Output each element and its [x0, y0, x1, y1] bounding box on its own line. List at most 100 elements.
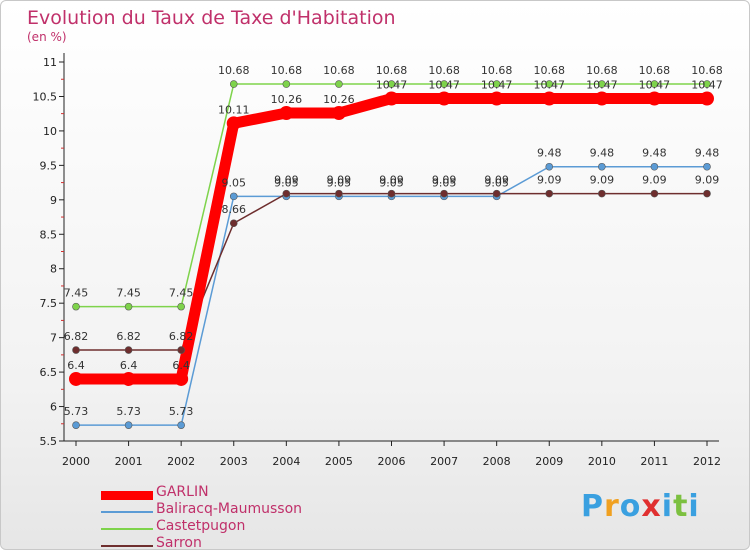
data-point: [282, 80, 291, 88]
data-label: 10.68: [691, 64, 723, 77]
data-label: 10.68: [271, 64, 303, 77]
y-tick-label: 9.5: [40, 159, 58, 172]
data-label: 10.47: [586, 79, 618, 92]
data-point: [598, 162, 606, 171]
data-point: [647, 91, 662, 106]
data-point: [703, 189, 711, 198]
data-label: 9.48: [695, 147, 720, 160]
x-tick-label: 2001: [115, 455, 143, 468]
legend-swatch: [101, 491, 153, 500]
data-label: 5.73: [116, 405, 141, 418]
x-tick-label: 2006: [378, 455, 406, 468]
data-label: 10.68: [639, 64, 671, 77]
data-point: [492, 80, 501, 88]
data-label: 5.73: [169, 405, 194, 418]
data-point: [545, 80, 554, 88]
data-point: [177, 346, 185, 354]
data-point: [700, 91, 714, 106]
data-point: [229, 192, 238, 201]
data-point: [229, 219, 238, 228]
data-label: 6.4: [120, 359, 138, 372]
data-point: [335, 80, 343, 88]
data-point: [229, 80, 238, 88]
data-point: [545, 162, 554, 171]
data-label: 10.68: [586, 64, 618, 77]
data-point: [387, 189, 396, 198]
data-point: [598, 189, 606, 198]
data-point: [384, 91, 399, 106]
data-point: [177, 302, 185, 311]
data-label: 9.09: [695, 174, 720, 187]
x-tick-label: 2004: [272, 455, 300, 468]
x-tick-label: 2010: [588, 455, 616, 468]
x-tick-label: 2000: [62, 455, 90, 468]
logo-letter: o: [619, 489, 642, 524]
data-label: 5.73: [64, 405, 89, 418]
data-point: [545, 189, 554, 198]
data-label: 9.09: [432, 174, 457, 187]
data-label: 8.66: [222, 203, 247, 216]
proxiti-logo: Proxiti: [581, 489, 700, 524]
data-label: 6.4: [67, 359, 85, 372]
data-point: [72, 346, 80, 354]
data-label: 9.05: [327, 176, 352, 189]
data-point: [650, 162, 659, 171]
data-point: [440, 189, 448, 198]
data-label: 10.26: [323, 93, 355, 106]
y-tick-label: 7.5: [40, 297, 58, 310]
data-label: 10.68: [481, 64, 513, 77]
data-point: [226, 116, 241, 131]
legend-swatch: [101, 511, 153, 513]
data-label: 10.68: [428, 64, 460, 77]
data-label: 6.82: [116, 330, 141, 343]
legend-label: Castetpugon: [156, 518, 246, 534]
data-point: [72, 302, 80, 311]
x-tick-label: 2009: [535, 455, 563, 468]
x-tick-label: 2011: [640, 455, 668, 468]
y-tick-label: 5.5: [40, 435, 58, 448]
data-point: [492, 189, 501, 198]
y-tick-label: 6: [50, 401, 57, 414]
y-tick-label: 9: [50, 194, 57, 207]
y-axis-unit-label: (en %): [27, 30, 67, 44]
data-point: [124, 302, 133, 311]
data-label: 9.09: [537, 174, 562, 187]
data-point: [650, 189, 659, 198]
data-label: 9.48: [590, 147, 615, 160]
data-point: [72, 421, 80, 429]
data-label: 10.11: [218, 103, 250, 116]
data-label: 9.05: [484, 176, 509, 189]
logo-letter: i: [661, 489, 674, 524]
data-point: [174, 371, 189, 386]
data-point: [331, 105, 346, 120]
y-tick-label: 10: [43, 125, 57, 138]
data-label: 10.47: [691, 79, 723, 92]
x-tick-label: 2005: [325, 455, 353, 468]
data-label: 9.05: [222, 176, 247, 189]
data-label: 10.47: [639, 79, 671, 92]
data-point: [703, 80, 711, 88]
data-point: [121, 371, 136, 386]
data-point: [279, 105, 294, 120]
data-label: 6.82: [169, 330, 194, 343]
data-point: [387, 80, 396, 88]
data-point: [703, 162, 711, 171]
data-label: 9.09: [590, 174, 615, 187]
data-label: 7.45: [116, 287, 141, 300]
data-label: 9.09: [327, 174, 352, 187]
data-point: [69, 371, 83, 386]
logo-letter: x: [641, 489, 662, 524]
data-label: 10.68: [376, 64, 408, 77]
data-point: [177, 421, 185, 429]
data-label: 10.68: [534, 64, 566, 77]
data-point: [282, 189, 291, 198]
data-label: 10.47: [428, 79, 460, 92]
data-label: 9.05: [274, 176, 299, 189]
logo-letter: t: [673, 489, 689, 524]
series-line-sarron: [76, 192, 707, 351]
data-label: 9.48: [642, 147, 667, 160]
data-point: [594, 91, 609, 106]
data-point: [335, 189, 343, 198]
